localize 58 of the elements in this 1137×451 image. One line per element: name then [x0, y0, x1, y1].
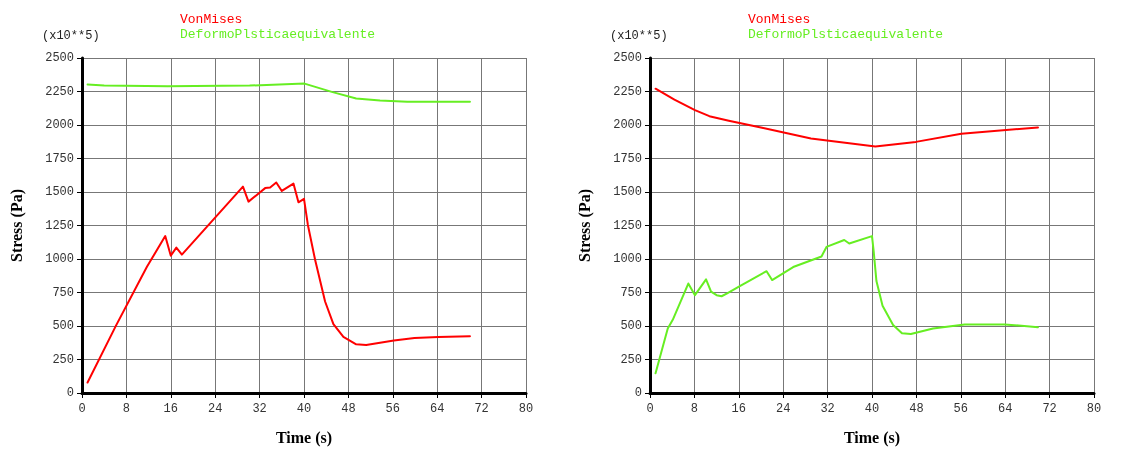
- line-series: [654, 235, 1039, 375]
- text: VonMises: [180, 12, 243, 27]
- y-tick-label: 500: [620, 319, 642, 333]
- line-series: [86, 82, 471, 103]
- y-tick-label: 2250: [613, 84, 642, 99]
- y-tick-label: 2000: [613, 118, 642, 132]
- x-tick-label: 16: [163, 402, 178, 416]
- y-tick-label: 1500: [45, 185, 74, 199]
- text: (x10**5): [610, 29, 668, 43]
- y-tick-label: 750: [620, 285, 642, 300]
- x-tick-label: 24: [208, 402, 223, 416]
- x-tick-label: 16: [731, 402, 746, 416]
- text: DeformoPlsticaequivalente: [748, 27, 944, 42]
- y-tick-label: 750: [52, 285, 74, 300]
- y-tick-label: 500: [52, 319, 74, 333]
- y-tick-label: 1750: [613, 151, 642, 166]
- y-tick-label: 1750: [45, 151, 74, 166]
- y-tick-label: 2250: [45, 84, 74, 99]
- x-tick-label: 40: [296, 402, 312, 416]
- x-tick-label: 56: [385, 402, 400, 416]
- x-tick-label: 8: [690, 402, 698, 416]
- x-tick-label: 56: [953, 402, 968, 416]
- x-tick-label: 0: [646, 402, 654, 416]
- x-tick-label: 40: [864, 402, 880, 416]
- x-tick-label: 64: [998, 402, 1013, 416]
- y-tick-label: 1500: [613, 185, 642, 199]
- y-tick-label: 2000: [45, 118, 74, 132]
- x-tick-label: 80: [1086, 402, 1102, 416]
- x-tick-label: 32: [252, 402, 267, 416]
- x-tick-label: 48: [909, 402, 924, 416]
- text: DeformoPlsticaequivalente: [180, 27, 376, 42]
- y-tick-label: 250: [52, 352, 74, 367]
- y-axis-title: Stress (Pa): [7, 188, 26, 263]
- line-series: [86, 181, 471, 384]
- y-tick-label: 1250: [613, 218, 642, 233]
- x-tick-label: 8: [122, 402, 130, 416]
- text: (x10**5): [42, 29, 100, 43]
- y-tick-label: 1000: [45, 252, 74, 266]
- y-tick-label: 250: [620, 352, 642, 367]
- x-axis-title: Time (s): [843, 428, 901, 447]
- x-tick-label: 72: [474, 402, 489, 416]
- y-axis-title: Stress (Pa): [575, 188, 594, 263]
- x-tick-label: 24: [776, 402, 791, 416]
- y-tick-label: 1250: [45, 218, 74, 233]
- x-tick-label: 64: [430, 402, 445, 416]
- y-tick-label: 1000: [613, 252, 642, 266]
- x-tick-label: 48: [341, 402, 356, 416]
- y-tick-label: 2500: [45, 51, 74, 65]
- x-tick-label: 32: [820, 402, 835, 416]
- y-tick-label: 0: [66, 386, 74, 400]
- text: VonMises: [748, 12, 811, 27]
- x-tick-label: 72: [1042, 402, 1057, 416]
- y-tick-label: 0: [634, 386, 642, 400]
- line-series: [654, 87, 1039, 148]
- x-tick-label: 0: [78, 402, 86, 416]
- x-axis-title: Time (s): [275, 428, 333, 447]
- x-tick-label: 80: [518, 402, 534, 416]
- y-tick-label: 2500: [613, 51, 642, 65]
